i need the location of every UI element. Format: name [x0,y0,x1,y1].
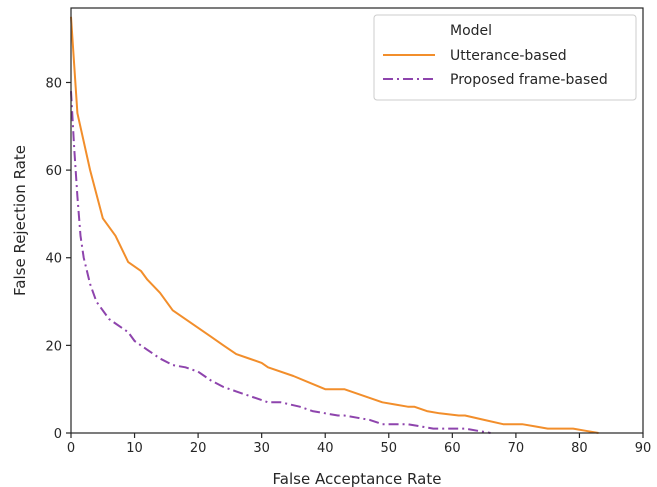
y-tick-label: 40 [45,252,62,267]
legend-label-proposed-frame-based: Proposed frame-based [450,72,608,88]
x-tick-label: 60 [444,441,461,456]
ticks-layer: 0 10 20 30 40 50 60 70 80 90 0 20 40 60 80 [45,76,651,456]
x-tick-label: 50 [381,441,398,456]
x-tick-label: 10 [126,441,143,456]
x-tick-label: 80 [571,441,588,456]
y-tick-label: 60 [45,164,62,179]
series-layer [70,16,599,434]
legend-title: Model [450,23,492,39]
x-tick-label: 20 [190,441,207,456]
series-line-utterance-based [70,16,599,434]
y-tick-label: 0 [54,427,62,442]
y-axis-title: False Rejection Rate [11,145,29,296]
series-line-proposed-frame-based [70,91,491,434]
x-tick-label: 70 [508,441,525,456]
legend: Model Utterance-based Proposed frame-bas… [373,14,637,101]
legend-label-utterance-based: Utterance-based [450,48,567,64]
y-tick-label: 20 [45,339,62,354]
x-tick-label: 90 [635,441,652,456]
x-axis-title: False Acceptance Rate [273,470,442,487]
y-tick-label: 80 [45,76,62,91]
x-tick-label: 0 [67,441,75,456]
x-tick-label: 40 [317,441,334,456]
x-tick-label: 30 [253,441,270,456]
plot-frame [70,7,644,434]
legend-box [373,14,637,101]
